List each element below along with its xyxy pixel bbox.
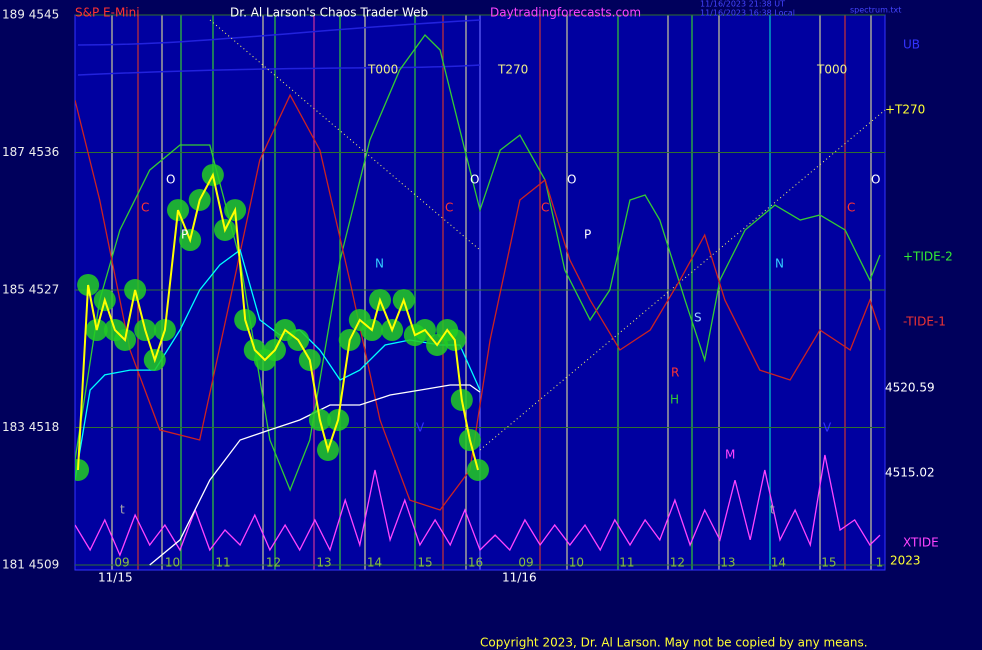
annotation: O <box>567 173 576 187</box>
annotation: C <box>541 201 549 215</box>
file-name: spectrum.txt <box>850 6 901 15</box>
value-marker: 4515.02 <box>885 466 935 480</box>
x-tick-label: 10 <box>165 556 180 570</box>
annotation: P <box>584 228 591 242</box>
y-tick-label: 189 4545 <box>2 8 59 22</box>
x-tick-label: 11 <box>619 556 634 570</box>
annotation: T000 <box>816 63 847 77</box>
series <box>75 34 881 566</box>
annotation: V <box>416 421 425 435</box>
x-tick-label: 15 <box>417 556 432 570</box>
annotation: V <box>823 421 832 435</box>
annotation: O <box>470 173 479 187</box>
series-line <box>75 93 881 511</box>
annotation: N <box>775 257 784 271</box>
grid <box>75 14 885 566</box>
annotation: H <box>670 393 679 407</box>
legend-label: XTIDE <box>903 536 939 550</box>
legend-label: +TIDE-2 <box>903 250 953 264</box>
x-tick-label: 09 <box>518 556 533 570</box>
annotation: C <box>141 201 149 215</box>
y-tick-label: 187 4536 <box>2 145 59 159</box>
annotation: C <box>847 201 855 215</box>
chart-title: Dr. Al Larson's Chaos Trader Web <box>230 6 428 20</box>
annotation: M <box>725 448 735 462</box>
copyright: Copyright 2023, Dr. Al Larson. May not b… <box>480 636 868 650</box>
series-line <box>75 454 881 557</box>
x-tick-label: 16 <box>468 556 483 570</box>
x-tick-label: 15 <box>821 556 836 570</box>
x-tick-label: 1 <box>876 556 884 570</box>
x-tick-label: 11 <box>215 556 230 570</box>
annotation: O <box>871 173 880 187</box>
date-label: 11/15 <box>98 571 133 585</box>
annotation: C <box>445 201 453 215</box>
x-tick-label: 09 <box>114 556 129 570</box>
x-tick-label: 14 <box>367 556 382 570</box>
site: Daytradingforecasts.com <box>490 6 641 20</box>
y-tick-label: 181 4509 <box>2 558 59 572</box>
x-tick-label: 12 <box>266 556 281 570</box>
series-line <box>75 34 881 492</box>
date-label: 11/16 <box>502 571 537 585</box>
annotation: t <box>120 503 125 517</box>
annotation: N <box>375 257 384 271</box>
timestamp: 11/16/2023 21:38 UT <box>700 0 785 9</box>
band-line <box>77 19 481 76</box>
annotation: P <box>181 228 188 242</box>
annotation: T270 <box>497 63 528 77</box>
annotation: t <box>770 503 775 517</box>
annotation: T000 <box>367 63 398 77</box>
annotation: UB <box>903 38 920 52</box>
y-tick-label: 183 4518 <box>2 420 59 434</box>
instrument: S&P E-Mini <box>75 6 140 20</box>
x-tick-label: 14 <box>771 556 786 570</box>
annotations: T000 T270 T000 O O O O C C C C P P N N S… <box>120 38 925 568</box>
series-line <box>149 384 481 566</box>
timestamp: 11/16/2023 16:38 Local <box>700 9 795 18</box>
annotation: O <box>166 173 175 187</box>
trend-line <box>479 109 886 451</box>
annotation: R <box>671 366 679 380</box>
time-lines <box>111 15 872 570</box>
annotation: +T270 <box>885 103 925 117</box>
annotation: 2023 <box>890 554 921 568</box>
x-tick-label: 10 <box>569 556 584 570</box>
series-line <box>77 172 479 471</box>
legend-label: -TIDE-1 <box>903 315 946 329</box>
value-marker: 4520.59 <box>885 380 935 394</box>
x-tick-label: 13 <box>720 556 735 570</box>
x-tick-label: 12 <box>670 556 685 570</box>
y-tick-label: 185 4527 <box>2 283 59 297</box>
x-tick-label: 13 <box>316 556 331 570</box>
annotation: S <box>694 311 702 325</box>
